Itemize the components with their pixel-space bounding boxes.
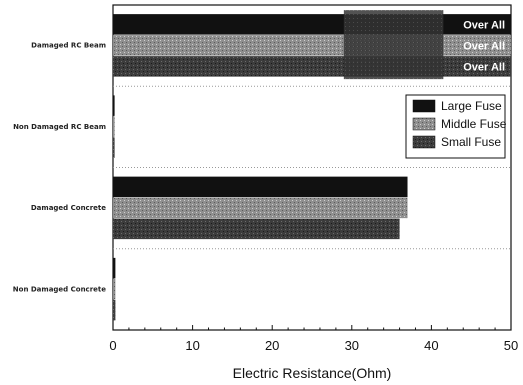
legend-label: Large Fuse [441, 99, 502, 113]
legend: Large Fuse Middle Fuse Small Fuse [405, 94, 507, 159]
category-separators [113, 85, 511, 250]
bar-labels: Over All Over All Over All [463, 20, 505, 74]
bar-middle-fuse [113, 35, 511, 56]
bar-data-label: Over All [463, 20, 505, 32]
x-tick-label: 0 [109, 338, 116, 353]
legend-label: Small Fuse [441, 135, 501, 149]
bar-large-fuse [113, 14, 511, 35]
over-all-box [343, 10, 444, 80]
x-tick-label: 30 [345, 338, 359, 353]
bar-large-fuse [113, 95, 115, 116]
bar-small-fuse [113, 299, 116, 321]
bar-small-fuse [113, 218, 400, 240]
bar-small-fuse [113, 137, 115, 158]
bar-middle-fuse [113, 197, 408, 219]
category-labels: Damaged RC Beam Non Damaged RC Beam Damage… [13, 42, 106, 294]
bar-small-fuse [113, 56, 511, 77]
bars [113, 14, 511, 321]
x-tick-label: 50 [504, 338, 518, 353]
category-label: Non Damaged RC Beam [13, 123, 106, 131]
legend-swatch [412, 99, 436, 113]
bar-middle-fuse [113, 278, 116, 300]
bar-large-fuse [113, 176, 408, 198]
bar-data-label: Over All [463, 41, 505, 53]
bar-large-fuse [113, 257, 116, 279]
x-tick-label: 40 [424, 338, 438, 353]
bar-data-label: Over All [463, 62, 505, 74]
legend-swatch [412, 135, 436, 149]
x-tick-label: 20 [265, 338, 279, 353]
over-all-overlay [343, 10, 444, 80]
legend-label: Middle Fuse [441, 117, 507, 131]
x-tick-label: 10 [185, 338, 199, 353]
x-axis-ticks: 0 10 20 30 40 50 [109, 325, 518, 353]
category-label: Damaged RC Beam [31, 42, 106, 50]
bar-middle-fuse [113, 116, 115, 137]
legend-swatch [412, 117, 436, 131]
x-axis-title: Electric Resistance(Ohm) [233, 365, 392, 381]
category-label: Non Damaged Concrete [13, 285, 106, 293]
category-label: Damaged Concrete [31, 204, 106, 212]
